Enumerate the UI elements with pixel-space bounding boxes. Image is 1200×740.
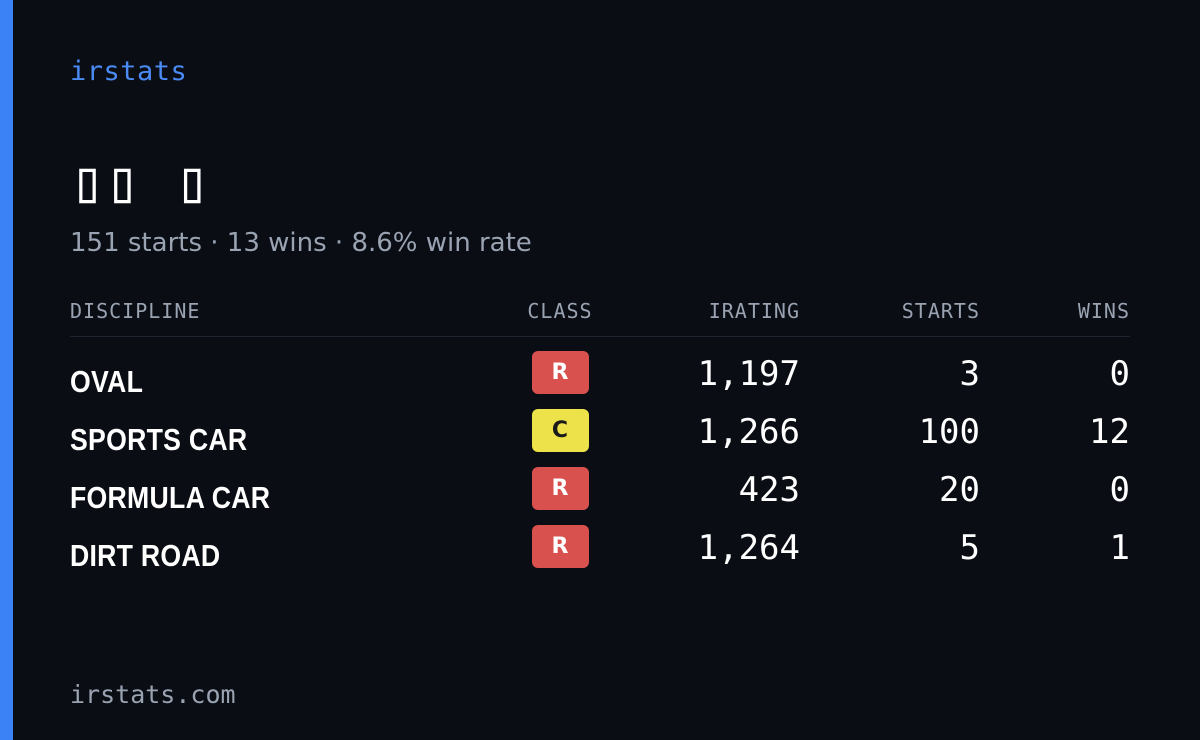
license-class-badge: R: [531, 524, 589, 568]
license-class-badge: R: [531, 466, 589, 510]
starts-value: 3: [959, 354, 980, 394]
career-summary: 151 starts · 13 wins · 8.6% win rate: [70, 228, 532, 258]
discipline-name: SPORTS CAR: [70, 422, 248, 457]
wins-value: 12: [1089, 412, 1130, 452]
header-irating: IRATING: [620, 296, 800, 337]
irating-value: 1,266: [697, 412, 800, 452]
wins-value: 1: [1109, 528, 1130, 568]
header-class: CLASS: [500, 296, 620, 337]
header-wins: WINS: [980, 296, 1130, 337]
license-class-badge: R: [531, 350, 589, 394]
wins-value: 0: [1109, 470, 1130, 510]
discipline-name: OVAL: [70, 364, 144, 399]
driver-name: ▯▯ ▯: [70, 147, 210, 215]
table-row: DIRT ROAD R 1,264 5 1: [70, 521, 1130, 579]
starts-value: 100: [918, 412, 980, 452]
table-header-row: DISCIPLINE CLASS IRATING STARTS WINS: [70, 296, 1130, 337]
irating-value: 423: [738, 470, 800, 510]
footer-url: irstats.com: [70, 680, 236, 709]
table-row: SPORTS CAR C 1,266 100 12: [70, 405, 1130, 463]
irating-value: 1,264: [697, 528, 800, 568]
accent-bar: [0, 0, 13, 740]
header-starts: STARTS: [800, 296, 980, 337]
discipline-name: FORMULA CAR: [70, 480, 271, 515]
header-discipline: DISCIPLINE: [70, 296, 500, 337]
brand-logo-text: irstats: [70, 56, 188, 87]
wins-value: 0: [1109, 354, 1130, 394]
irating-value: 1,197: [697, 354, 800, 394]
table-row: FORMULA CAR R 423 20 0: [70, 463, 1130, 521]
table-row: OVAL R 1,197 3 0: [70, 337, 1130, 406]
license-stats-table: DISCIPLINE CLASS IRATING STARTS WINS OVA…: [70, 296, 1130, 579]
discipline-name: DIRT ROAD: [70, 538, 221, 573]
starts-value: 20: [939, 470, 980, 510]
starts-value: 5: [959, 528, 980, 568]
license-class-badge: C: [531, 408, 589, 452]
